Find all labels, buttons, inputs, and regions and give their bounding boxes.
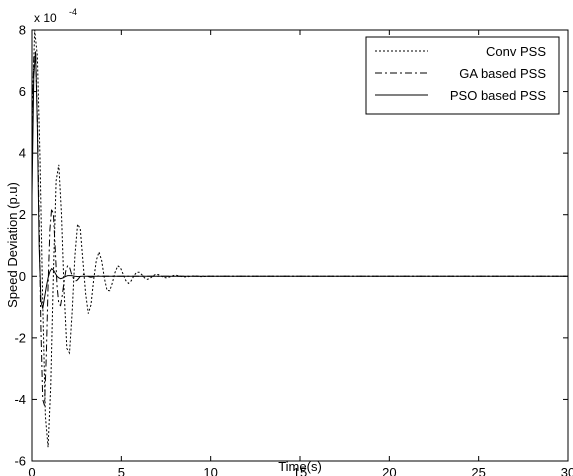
y-tick-label: 4 (19, 146, 26, 161)
x-tick-label: 10 (203, 465, 217, 476)
y-tick-label: 0 (19, 269, 26, 284)
legend-label-2: GA based PSS (459, 66, 546, 81)
y-tick-label: 2 (19, 207, 26, 222)
series-line-3 (31, 51, 568, 309)
legend: Conv PSS GA based PSS PSO based PSS (365, 36, 560, 115)
y-tick-label: -2 (14, 330, 26, 345)
legend-label-1: Conv PSS (486, 44, 546, 59)
x-tick-label: 0 (28, 465, 35, 476)
x-tick-label: 15 (293, 465, 307, 476)
y-tick-label: 8 (19, 23, 26, 38)
legend-box (365, 36, 560, 115)
y-tick-label: -4 (14, 392, 26, 407)
x-tick-label: 30 (561, 465, 573, 476)
x-tick-label: 20 (382, 465, 396, 476)
y-multiplier-exponent: -4 (69, 7, 77, 17)
y-multiplier-label: x 10 (34, 11, 57, 25)
x-axis-label: Time(s) (278, 459, 322, 474)
series-line-2 (31, 51, 568, 406)
x-tick-label: 5 (118, 465, 125, 476)
x-tick-label: 25 (471, 465, 485, 476)
legend-label-3: PSO based PSS (450, 88, 546, 103)
y-axis-label: Speed Deviation (p.u) (5, 182, 20, 308)
y-tick-label: -6 (14, 454, 26, 469)
series-layer (31, 29, 568, 448)
tick-layer: 0 5 10 15 20 25 30 -6 -4 -2 0 2 4 6 8 (14, 23, 573, 476)
y-tick-label: 6 (19, 84, 26, 99)
